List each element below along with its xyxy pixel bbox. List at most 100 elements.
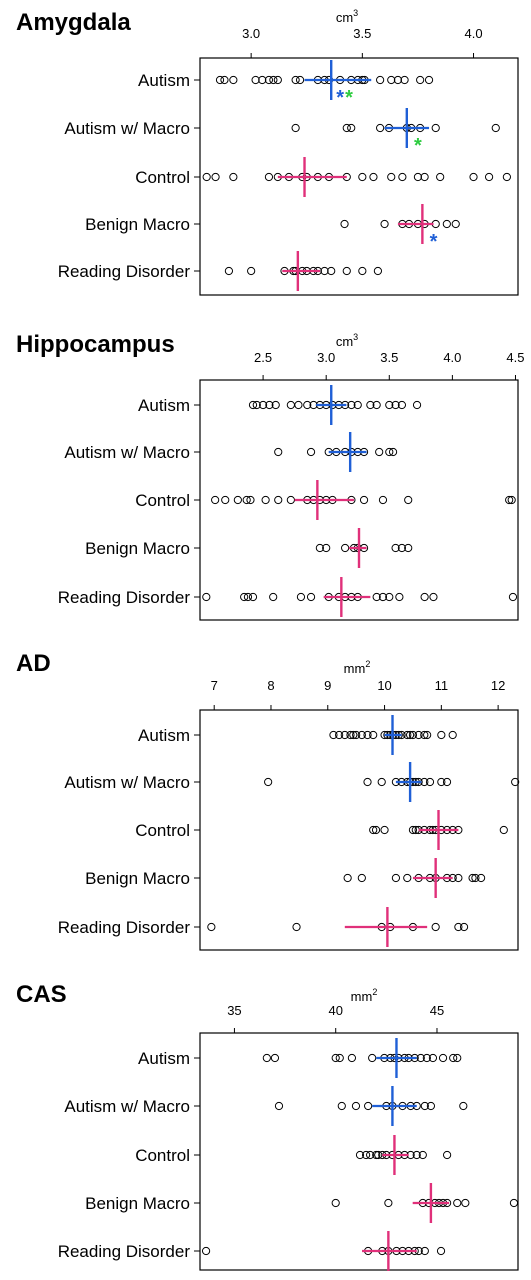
tick-label: 3.0 [242, 26, 260, 41]
data-point [340, 219, 349, 229]
data-point [351, 1101, 361, 1111]
data-point [420, 172, 429, 182]
data-point [431, 922, 440, 932]
data-point [291, 123, 300, 133]
data-point [269, 592, 278, 602]
tick-label: 8 [267, 678, 274, 693]
data-point [380, 825, 389, 835]
data-point [372, 1150, 381, 1160]
data-point [292, 922, 301, 932]
category-label: Control [135, 168, 190, 187]
data-point [459, 1101, 468, 1111]
data-point [408, 825, 418, 835]
plot-frame [199, 379, 519, 621]
data-point [453, 1053, 462, 1063]
data-point [357, 873, 366, 883]
data-point [412, 400, 422, 410]
data-point [412, 1150, 421, 1160]
data-point [397, 400, 407, 410]
tick-label: 9 [324, 678, 331, 693]
data-point [420, 730, 429, 740]
data-point [265, 400, 274, 410]
data-point [426, 1101, 436, 1111]
data-point [378, 495, 388, 505]
data-point [261, 495, 270, 505]
data-point [294, 400, 303, 410]
data-point [420, 592, 429, 602]
plot-area: cm3 2.5 3.0 3.5 4.0 4.5 Autism Autism w/ Macro C… [58, 332, 525, 621]
category-label: Autism [138, 396, 190, 415]
data-point [391, 400, 400, 410]
data-point [335, 730, 344, 740]
data-point [327, 266, 336, 276]
data-point [347, 1053, 357, 1063]
data-point [461, 1198, 470, 1208]
data-point [361, 1150, 371, 1160]
panel-hippocampus: Hippocampus cm3 2.5 3.0 3.5 4.0 4.5 Autism Auti… [16, 331, 525, 621]
axis-unit-label: mm2 [344, 659, 371, 676]
data-point [264, 75, 274, 85]
data-point [416, 1053, 425, 1063]
data-point [502, 172, 511, 182]
data-point [286, 400, 295, 410]
data-point [391, 543, 400, 553]
data-point [352, 730, 361, 740]
data-point [420, 1246, 429, 1256]
plot-frame [199, 1032, 519, 1271]
data-point [438, 1053, 448, 1063]
data-point [391, 873, 401, 883]
data-point [397, 543, 407, 553]
axis-unit-label: cm3 [336, 8, 358, 25]
data-point [359, 495, 369, 505]
panel-cas: CAS mm2 35 40 45 Autism Autism w/ Macro Contro… [16, 981, 519, 1271]
data-point [425, 777, 435, 787]
data-point [357, 730, 366, 740]
data-point [388, 447, 398, 457]
data-point [295, 75, 305, 85]
data-point [251, 75, 260, 85]
data-point [404, 543, 413, 553]
data-point [258, 75, 267, 85]
data-point [262, 1053, 271, 1063]
data-point [377, 777, 386, 787]
significance-star: * [336, 87, 344, 109]
data-point [404, 495, 413, 505]
data-point [418, 1150, 427, 1160]
data-point [371, 825, 381, 835]
data-point [369, 730, 378, 740]
data-point [436, 1246, 446, 1256]
category-label: Benign Macro [85, 869, 190, 888]
data-point [507, 495, 516, 505]
data-point [274, 447, 283, 457]
data-point [211, 172, 220, 182]
plot-area: mm2 7 8 9 10 11 12 Autism Autism w/ Macro Control… [58, 659, 520, 951]
data-point [398, 172, 407, 182]
data-point [224, 266, 234, 276]
data-point [373, 266, 383, 276]
category-label: Control [135, 491, 190, 510]
tick-label: 12 [491, 678, 505, 693]
data-point [331, 1198, 340, 1208]
panel-title: Hippocampus [16, 331, 175, 358]
data-point [340, 730, 349, 740]
data-point [378, 592, 388, 602]
data-point [376, 123, 385, 133]
data-point [376, 75, 385, 85]
category-label: Autism [138, 726, 190, 745]
category-label: Benign Macro [85, 215, 190, 234]
data-point [264, 172, 274, 182]
data-point [385, 592, 394, 602]
data-point [363, 777, 372, 787]
category-label: Control [135, 1146, 190, 1165]
data-point [286, 495, 295, 505]
data-point [248, 592, 258, 602]
significance-star: * [414, 135, 422, 157]
data-point [429, 592, 438, 602]
data-point [414, 730, 423, 740]
data-point [240, 592, 249, 602]
data-point [505, 495, 514, 505]
tick-label: 3.5 [380, 350, 398, 365]
data-point [385, 447, 394, 457]
category-label: Reading Disorder [58, 262, 191, 281]
data-point [471, 873, 480, 883]
